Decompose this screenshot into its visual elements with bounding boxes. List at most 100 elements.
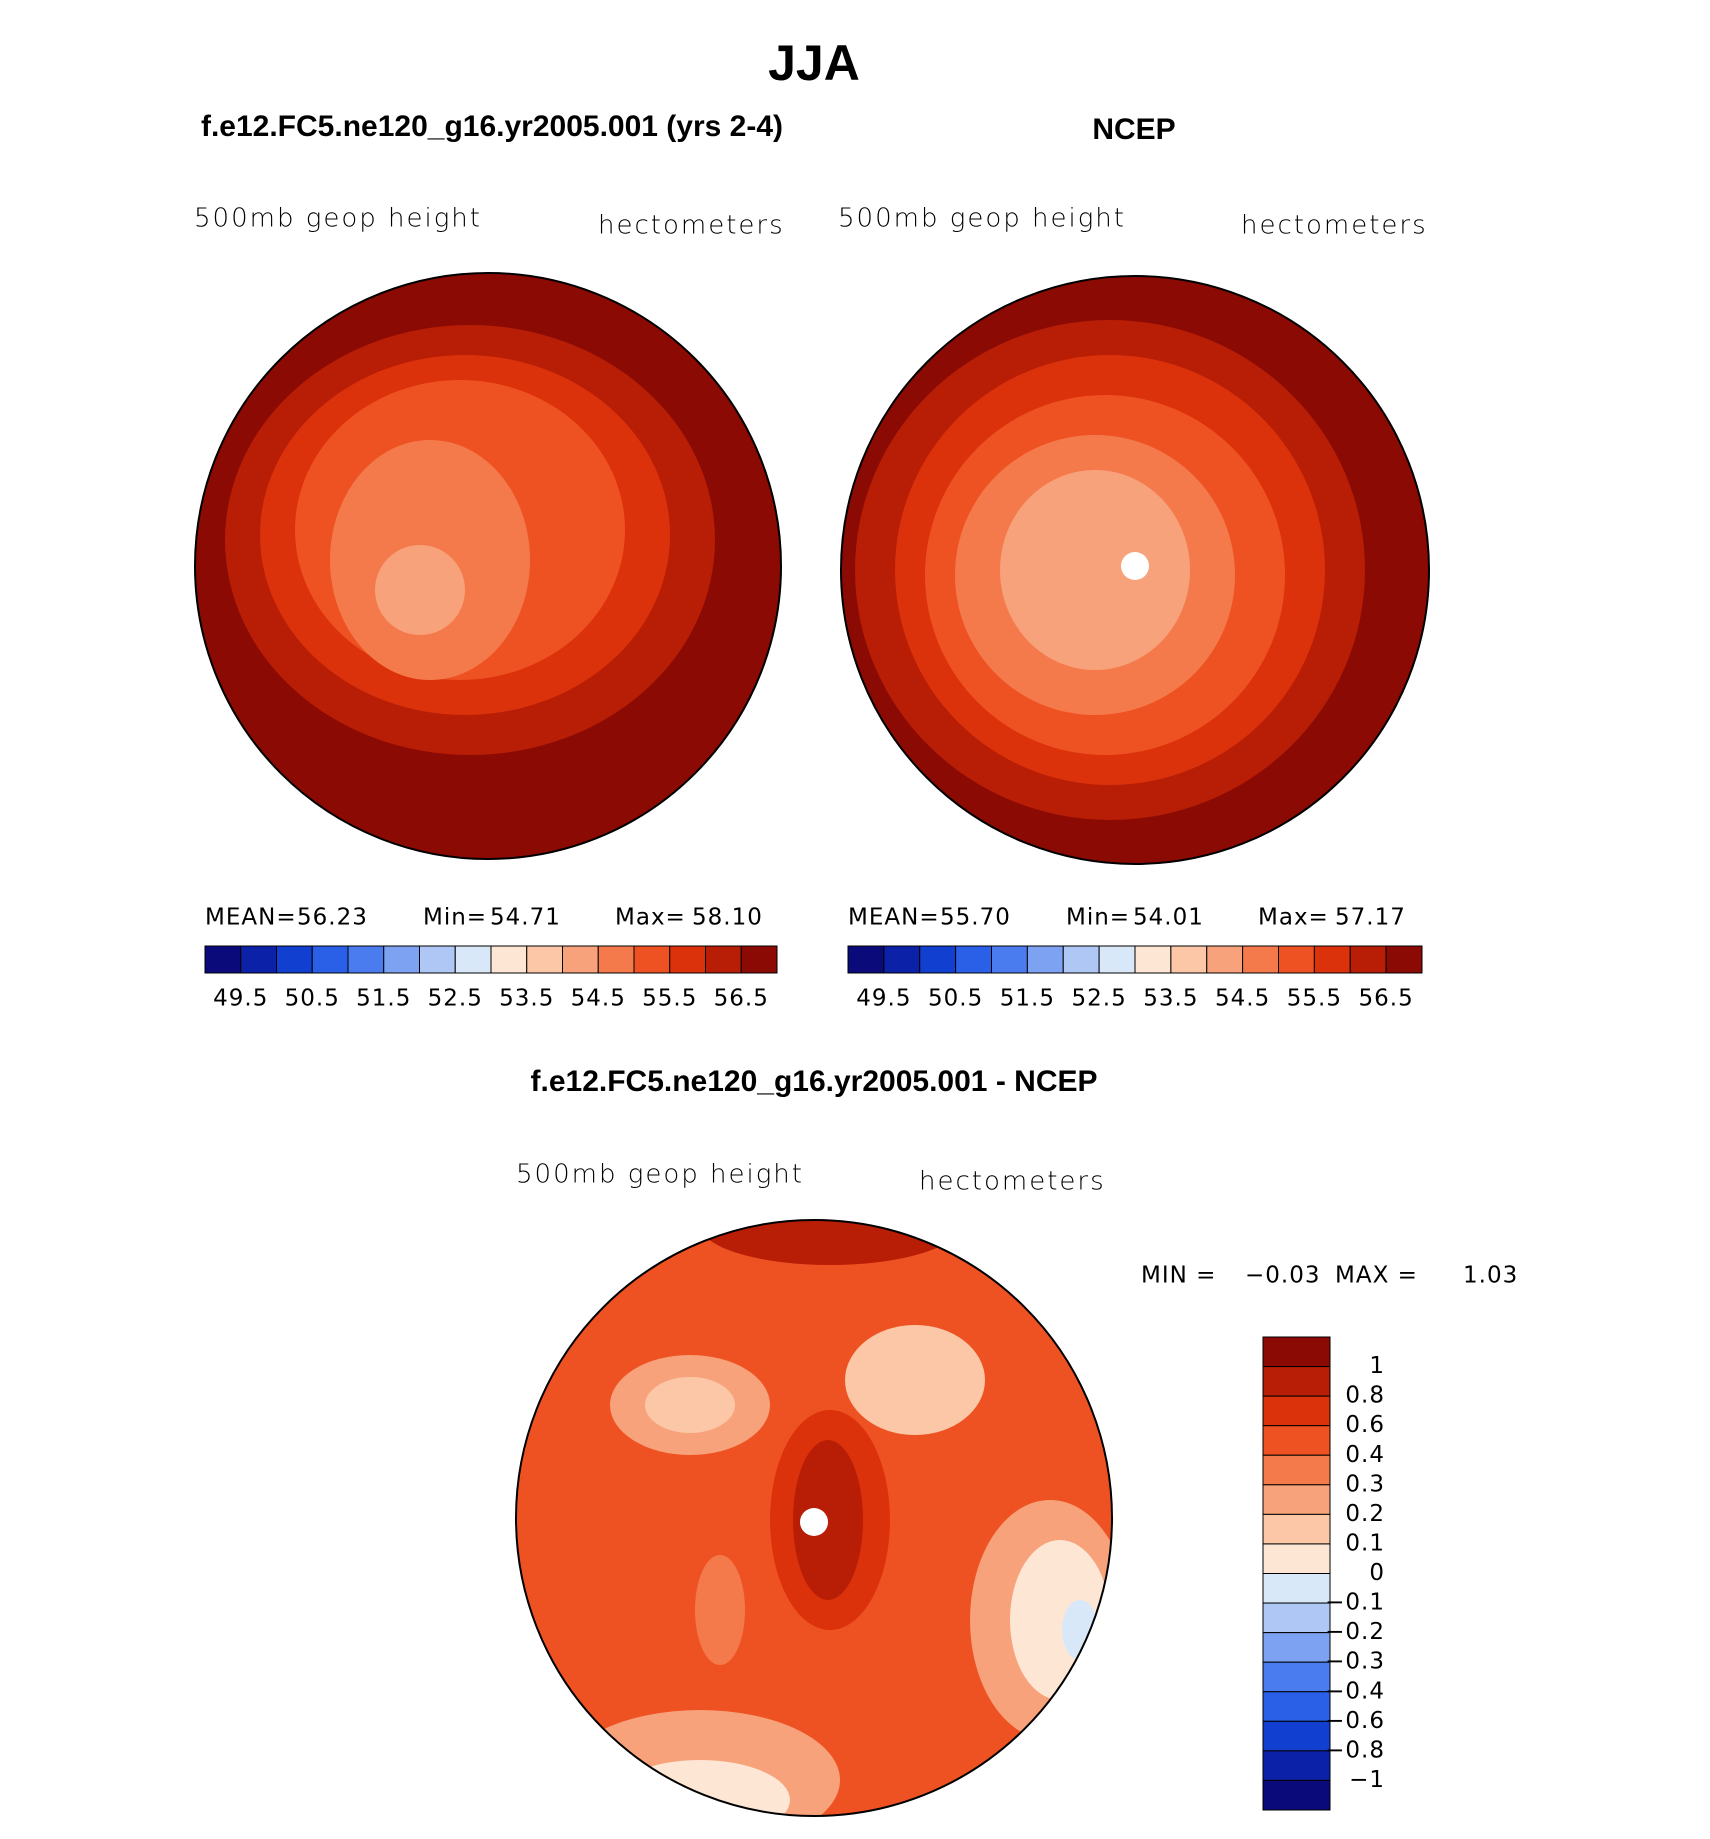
colorbar-box — [919, 945, 957, 974]
stat-value: 54.71 — [490, 905, 561, 931]
colorbar-label: 54.5 — [571, 986, 626, 1012]
colorbar-box — [276, 945, 313, 974]
variable-label: 500mb geop height — [516, 1160, 804, 1190]
colorbar-box — [1262, 1336, 1331, 1368]
colorbar-box — [1062, 945, 1100, 974]
colorbar-label: 0.8 — [1345, 1383, 1385, 1409]
colorbar-box — [1262, 1602, 1331, 1634]
polar-map — [516, 1220, 1112, 1816]
colorbar-label: 0 — [1369, 1560, 1385, 1586]
colorbar-label: 51.5 — [1000, 986, 1055, 1012]
colorbar-box — [454, 945, 492, 974]
stat-value: 55.70 — [940, 905, 1011, 931]
colorbar-label: 52.5 — [1072, 986, 1127, 1012]
max-value: 1.03 — [1463, 1263, 1518, 1289]
min-label: MIN = — [1141, 1263, 1216, 1289]
colorbar-label: 53.5 — [1143, 986, 1198, 1012]
colorbar-label: −0.6 — [1325, 1708, 1385, 1734]
panel-subtitle: f.e12.FC5.ne120_g16.yr2005.001 - NCEP — [531, 1065, 1098, 1098]
colorbar-box — [1262, 1691, 1331, 1722]
stat-label: MEAN= — [848, 905, 940, 931]
colorbar-box — [1385, 945, 1423, 974]
colorbar-label: −1 — [1349, 1767, 1385, 1793]
units-label: hectometers — [919, 1167, 1106, 1197]
colorbar-label: −0.2 — [1325, 1619, 1385, 1645]
units-label: hectometers — [1241, 211, 1428, 241]
stat-label: Min= — [1066, 905, 1130, 931]
colorbar-label: 52.5 — [428, 986, 483, 1012]
colorbar-box — [705, 945, 742, 974]
units-label: hectometers — [598, 211, 785, 241]
colorbar-box — [1313, 945, 1351, 974]
colorbar-box — [204, 945, 242, 974]
colorbar-box — [1170, 945, 1208, 974]
colorbar-label: 49.5 — [856, 986, 911, 1012]
max-label: MAX = — [1335, 1263, 1418, 1289]
colorbar-label: 0.4 — [1345, 1442, 1385, 1468]
polar-map — [841, 276, 1429, 864]
stat-label: Max= — [615, 905, 686, 931]
colorbar-box — [1262, 1543, 1331, 1574]
colorbar-box — [1098, 945, 1136, 974]
colorbar-box — [1262, 1661, 1331, 1693]
colorbar-box — [991, 945, 1028, 974]
colorbar-box — [1206, 945, 1244, 974]
colorbar-box — [311, 945, 349, 974]
colorbar-box — [1134, 945, 1172, 974]
colorbar-label: 56.5 — [1359, 986, 1414, 1012]
colorbar-box — [1262, 1779, 1331, 1811]
colorbar-box — [633, 945, 671, 974]
colorbar-label: 1 — [1369, 1353, 1385, 1379]
stat-label: MEAN= — [205, 905, 297, 931]
colorbar-box — [883, 945, 921, 974]
polar-map — [195, 273, 781, 859]
colorbar-label: 49.5 — [213, 986, 268, 1012]
colorbar-box — [740, 945, 778, 974]
colorbar-label: 50.5 — [285, 986, 340, 1012]
colorbar-box — [1262, 1484, 1331, 1515]
colorbar-label: 0.1 — [1345, 1530, 1385, 1556]
colorbar-box — [383, 945, 420, 974]
stat-label: Max= — [1258, 905, 1329, 931]
colorbar-box — [669, 945, 706, 974]
colorbar-box — [1262, 1573, 1331, 1604]
colorbar-box — [562, 945, 599, 974]
colorbar-box — [955, 945, 992, 974]
colorbar-label: −0.4 — [1325, 1678, 1385, 1704]
colorbar-box — [1262, 1395, 1331, 1427]
colorbar-box — [347, 945, 385, 974]
variable-label: 500mb geop height — [194, 204, 482, 234]
colorbar-label: 50.5 — [928, 986, 983, 1012]
stat-value: 56.23 — [297, 905, 368, 931]
colorbar-box — [1026, 945, 1064, 974]
colorbar-box — [847, 945, 885, 974]
colorbar-label: 0.3 — [1345, 1471, 1385, 1497]
colorbar-box — [1262, 1720, 1331, 1752]
colorbar-label: −0.1 — [1325, 1590, 1385, 1616]
colorbar-box — [526, 945, 563, 974]
panel-subtitle: NCEP — [1092, 113, 1175, 146]
colorbar-label: 53.5 — [499, 986, 554, 1012]
figure-title: JJA — [768, 35, 860, 91]
stat-label: Min= — [423, 905, 487, 931]
colorbar-box — [419, 945, 456, 974]
colorbar-box — [597, 945, 635, 974]
stat-value: 57.17 — [1335, 905, 1406, 931]
colorbar-label: −0.3 — [1325, 1649, 1385, 1675]
colorbar-box — [1349, 945, 1387, 974]
colorbar-box — [1262, 1366, 1331, 1397]
colorbar-label: 55.5 — [642, 986, 697, 1012]
map-border — [840, 275, 1430, 865]
colorbar-box — [240, 945, 277, 974]
stat-value: 54.01 — [1133, 905, 1204, 931]
colorbar-box — [1262, 1513, 1331, 1545]
colorbar-label: 0.2 — [1345, 1501, 1385, 1527]
colorbar-box — [1262, 1425, 1331, 1456]
variable-label: 500mb geop height — [838, 204, 1126, 234]
colorbar-box — [1262, 1454, 1331, 1486]
colorbar-label: 55.5 — [1287, 986, 1342, 1012]
colorbar-box — [1262, 1632, 1331, 1663]
colorbar-label: 51.5 — [356, 986, 411, 1012]
panel-subtitle: f.e12.FC5.ne120_g16.yr2005.001 (yrs 2-4) — [201, 110, 783, 143]
